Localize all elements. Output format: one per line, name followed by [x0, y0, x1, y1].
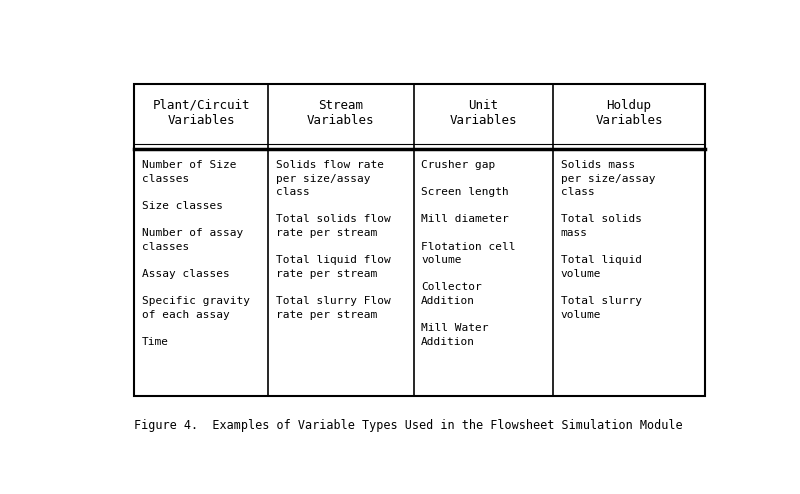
Text: Solids mass
per size/assay
class

Total solids
mass

Total liquid
volume

Total : Solids mass per size/assay class Total s…: [561, 160, 655, 320]
Text: Figure 4.  Examples of Variable Types Used in the Flowsheet Simulation Module: Figure 4. Examples of Variable Types Use…: [134, 419, 682, 432]
Text: Stream
Variables: Stream Variables: [307, 98, 374, 126]
Text: Unit
Variables: Unit Variables: [450, 98, 518, 126]
Text: Crusher gap

Screen length

Mill diameter

Flotation cell
volume

Collector
Addi: Crusher gap Screen length Mill diameter …: [421, 160, 515, 347]
Text: Number of Size
classes

Size classes

Number of assay
classes

Assay classes

Sp: Number of Size classes Size classes Numb…: [142, 160, 250, 347]
Text: Solids flow rate
per size/assay
class

Total solids flow
rate per stream

Total : Solids flow rate per size/assay class To…: [275, 160, 390, 320]
Text: Plant/Circuit
Variables: Plant/Circuit Variables: [152, 98, 250, 126]
Bar: [134, 84, 705, 396]
Text: Holdup
Variables: Holdup Variables: [595, 98, 662, 126]
